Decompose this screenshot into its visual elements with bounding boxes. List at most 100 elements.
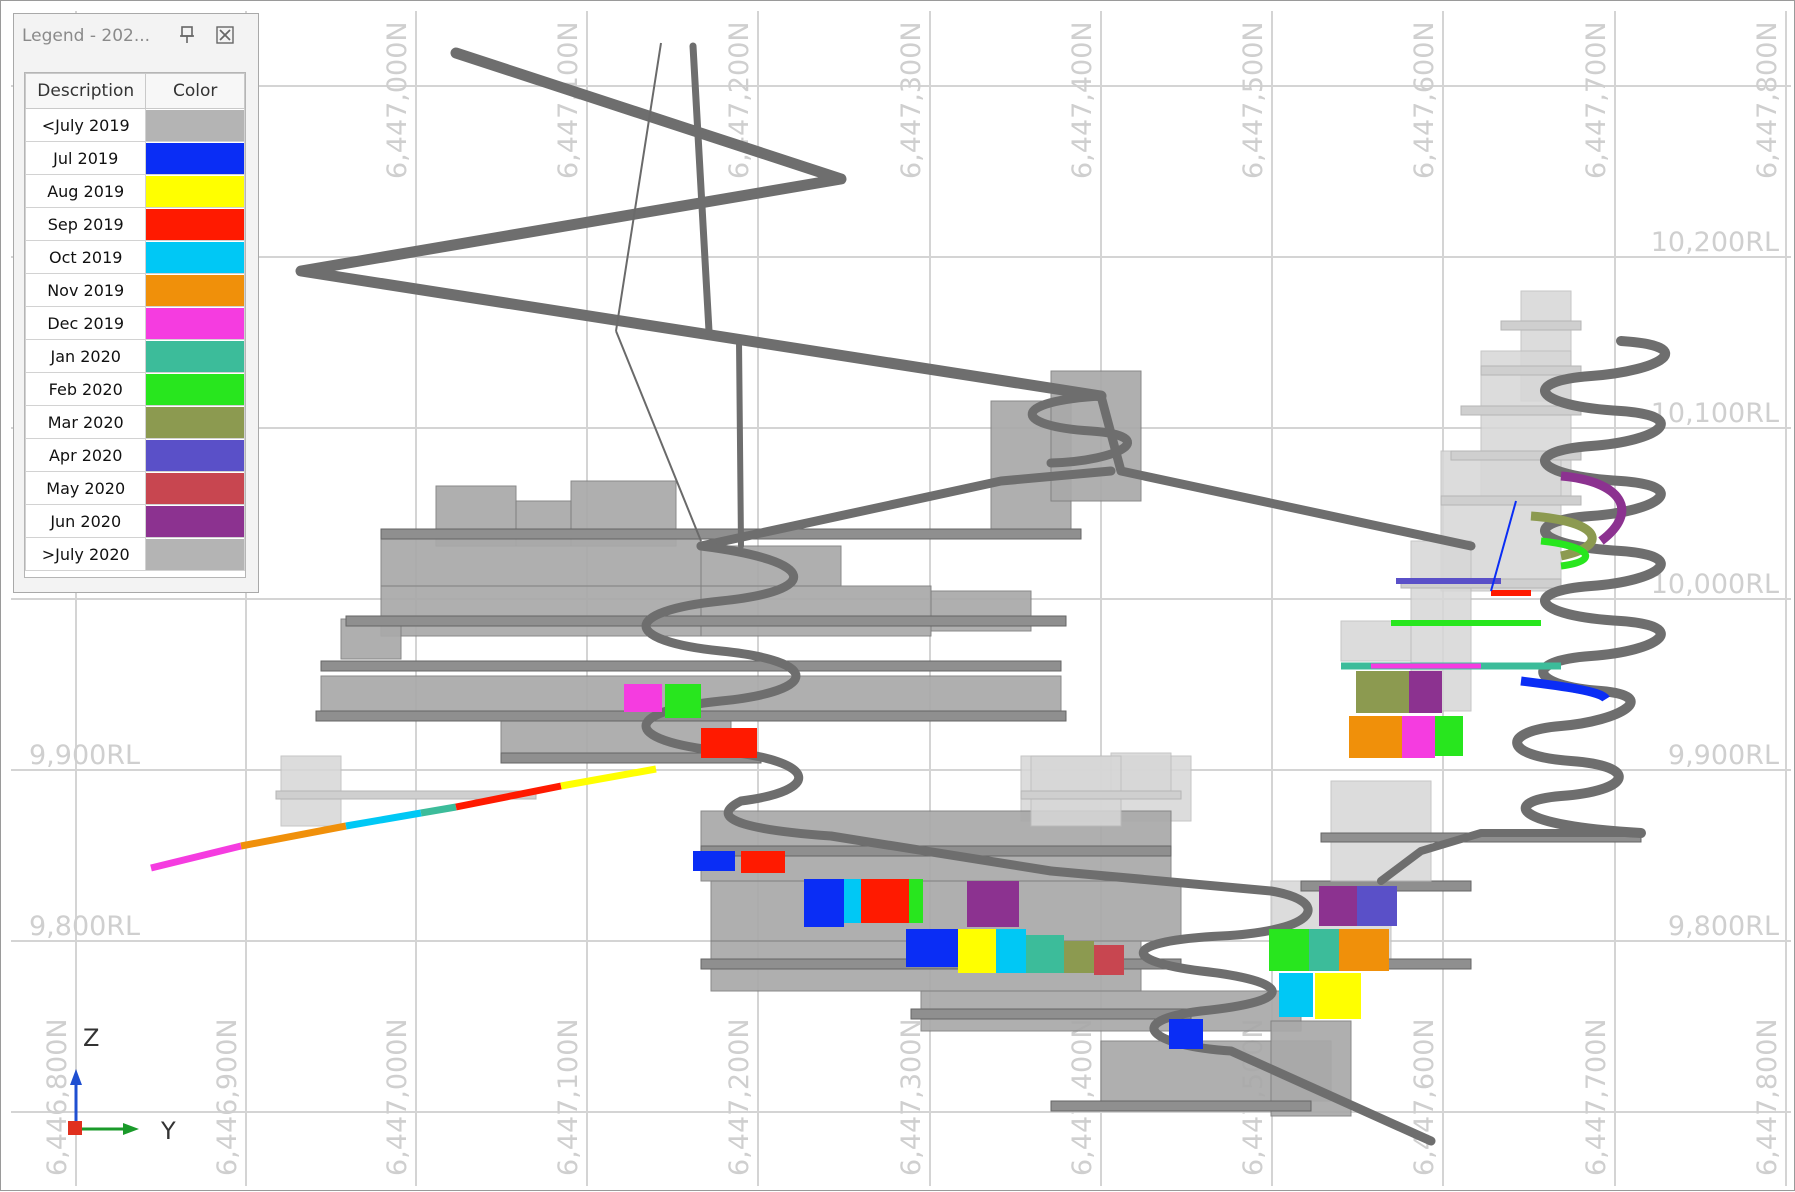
legend-row[interactable]: Sep 2019 bbox=[24, 207, 245, 241]
legend-row[interactable]: Oct 2019 bbox=[24, 240, 245, 274]
stope bbox=[1340, 620, 1412, 662]
stope bbox=[700, 585, 932, 637]
legend-title: Legend - 202... bbox=[22, 26, 151, 46]
legend-description: Mar 2020 bbox=[24, 405, 147, 439]
legend-color-cell bbox=[145, 141, 245, 175]
level-drive bbox=[1440, 495, 1582, 506]
legend-row[interactable]: >July 2020 bbox=[24, 537, 245, 571]
legend-description: May 2020 bbox=[24, 471, 147, 505]
legend-swatch bbox=[146, 538, 244, 570]
legend-header[interactable]: Legend - 202... bbox=[14, 14, 258, 54]
rl-label: 10,100RL bbox=[1651, 398, 1779, 429]
stope-nov-2019 bbox=[1349, 716, 1402, 758]
right-spiral-decline bbox=[1512, 336, 1671, 838]
northing-label: 6,446,800N bbox=[42, 1018, 73, 1176]
stope-jul-2019 bbox=[693, 851, 735, 871]
northing-label: 6,447,500N bbox=[1238, 21, 1269, 179]
legend-color-cell bbox=[145, 537, 245, 571]
legend-swatch bbox=[146, 241, 244, 273]
stope-aug-2019 bbox=[958, 929, 996, 973]
upper-spiral-decline bbox=[1027, 391, 1133, 468]
dev-aug-2019 bbox=[560, 765, 657, 790]
northing-label: 6,447,100N bbox=[553, 21, 584, 179]
northing-label: 6,447,000N bbox=[382, 1018, 413, 1176]
z-axis-arrow bbox=[70, 1069, 82, 1085]
close-icon[interactable] bbox=[214, 24, 236, 46]
legend-row[interactable]: Apr 2020 bbox=[24, 438, 245, 472]
legend-swatch bbox=[146, 340, 244, 372]
legend-description: Jun 2020 bbox=[24, 504, 147, 538]
legend-row[interactable]: May 2020 bbox=[24, 471, 245, 505]
legend-row[interactable]: Mar 2020 bbox=[24, 405, 245, 439]
northing-label: 6,447,300N bbox=[896, 1018, 927, 1176]
right-stope-column bbox=[1320, 290, 1642, 882]
decline-drive bbox=[1096, 391, 1476, 551]
raise-line bbox=[615, 330, 702, 542]
legend-row[interactable]: Jul 2019 bbox=[24, 141, 245, 175]
legend-swatch bbox=[146, 142, 244, 174]
vent-shaft bbox=[689, 42, 713, 335]
legend-panel[interactable]: Legend - 202... Descr bbox=[13, 13, 259, 593]
stope bbox=[380, 535, 702, 587]
legend-color-cell bbox=[145, 306, 245, 340]
x-axis-marker bbox=[68, 1121, 82, 1135]
legend-color-cell bbox=[145, 240, 245, 274]
legend-color-cell bbox=[145, 372, 245, 406]
y-axis-label: Y bbox=[160, 1117, 176, 1145]
vent-shaft bbox=[736, 338, 744, 549]
stope-jul-2019 bbox=[1169, 1019, 1203, 1049]
legend-row[interactable]: Jan 2020 bbox=[24, 339, 245, 373]
northing-label: 6,447,700N bbox=[1581, 1018, 1612, 1176]
legend-swatch bbox=[146, 505, 244, 537]
stope-may-2020 bbox=[1094, 945, 1124, 975]
legend-description: Jan 2020 bbox=[24, 339, 147, 373]
description-header[interactable]: Description bbox=[24, 73, 147, 109]
northing-label: 6,446,900N bbox=[212, 1018, 243, 1176]
legend-description: Sep 2019 bbox=[24, 207, 147, 241]
legend-table: Description Color <July 2019 Jul 2019 Aug … bbox=[24, 73, 245, 571]
stope-aug-2019 bbox=[1315, 973, 1361, 1019]
level-drive bbox=[320, 660, 1062, 672]
legend-row[interactable]: Nov 2019 bbox=[24, 273, 245, 307]
legend-row[interactable]: Aug 2019 bbox=[24, 174, 245, 208]
northing-label: 6,447,200N bbox=[724, 1018, 755, 1176]
legend-swatch bbox=[146, 208, 244, 240]
level-drive bbox=[275, 790, 537, 800]
stope-dec-2019 bbox=[624, 684, 662, 712]
legend-color-cell bbox=[145, 108, 245, 142]
stope-jul-2019 bbox=[804, 879, 844, 927]
dev-jun-2020 bbox=[1560, 471, 1627, 545]
level-drive bbox=[910, 1008, 1192, 1020]
legend-color-cell bbox=[145, 438, 245, 472]
northing-label: 6,447,400N bbox=[1067, 21, 1098, 179]
legend-description: Dec 2019 bbox=[24, 306, 147, 340]
legend-color-cell bbox=[145, 207, 245, 241]
pin-icon[interactable] bbox=[176, 24, 198, 46]
stope-jan-2020 bbox=[1309, 929, 1339, 971]
colored-stopes bbox=[624, 671, 1463, 1049]
level-drive bbox=[345, 615, 1067, 627]
legend-row[interactable]: Jun 2020 bbox=[24, 504, 245, 538]
legend-row[interactable]: <July 2019 bbox=[24, 108, 245, 142]
legend-row[interactable]: Feb 2020 bbox=[24, 372, 245, 406]
stope-nov-2019 bbox=[1339, 929, 1389, 971]
legend-color-cell bbox=[145, 174, 245, 208]
level-drive bbox=[1050, 1100, 1312, 1112]
lower-spiral-decline bbox=[1046, 866, 1436, 1146]
stope-feb-2020 bbox=[1435, 716, 1463, 756]
dev-jul-2019 bbox=[1520, 676, 1610, 703]
legend-description: Apr 2020 bbox=[24, 438, 147, 472]
color-header[interactable]: Color bbox=[145, 73, 245, 109]
stope-feb-2020 bbox=[1269, 929, 1309, 971]
northing-label: 6,447,100N bbox=[553, 1018, 584, 1176]
stope-oct-2019 bbox=[844, 879, 862, 923]
stope-sep-2019 bbox=[701, 728, 757, 758]
rl-label: 10,200RL bbox=[1651, 227, 1779, 258]
legend-table-container: Description Color <July 2019 Jul 2019 Aug … bbox=[24, 72, 246, 578]
legend-row[interactable]: Dec 2019 bbox=[24, 306, 245, 340]
dev-sep-2019 bbox=[455, 782, 562, 811]
northing-label: 6,447,800N bbox=[1752, 21, 1783, 179]
northing-label: 6,447,600N bbox=[1409, 21, 1440, 179]
